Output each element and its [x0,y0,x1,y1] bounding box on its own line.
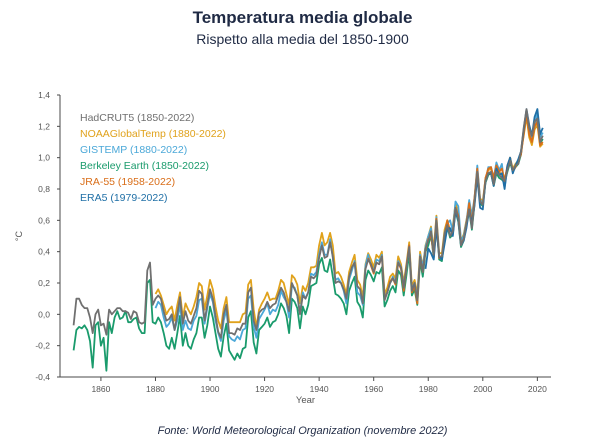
legend-label-gistemp: GISTEMP (1880-2022) [80,144,187,156]
y-tick-label: 1,4 [38,90,50,100]
legend-label-era5: ERA5 (1979-2022) [80,192,168,204]
x-tick-label: 1960 [364,384,383,394]
x-tick-label: 2000 [473,384,492,394]
legend-label-berkeley: Berkeley Earth (1850-2022) [80,160,209,172]
y-tick-label: 0,8 [38,184,50,194]
source-note: Fonte: World Meteorological Organization… [157,425,448,437]
y-axis-label: °C [14,230,24,241]
y-tick-label: 1,0 [38,153,50,163]
x-tick-label: 1920 [255,384,274,394]
y-tick-label: -0,4 [35,372,50,382]
y-tick-label: 0,6 [38,215,50,225]
x-tick-label: 1980 [419,384,438,394]
y-tick-label: 1,2 [38,121,50,131]
series-line-hadcrut5 [72,108,544,339]
chart-subtitle: Rispetto alla media del 1850-1900 [196,31,409,47]
x-tick-label: 1860 [91,384,110,394]
y-tick-label: -0,2 [35,341,50,351]
x-tick-label: 2020 [528,384,547,394]
y-tick-label: 0,4 [38,247,50,257]
x-tick-label: 1900 [201,384,220,394]
legend-label-noaaglobaltemp: NOAAGlobalTemp (1880-2022) [80,128,226,140]
legend-label-hadcrut5: HadCRUT5 (1850-2022) [80,112,194,124]
chart-title: Temperatura media globale [192,8,413,27]
y-tick-label: 0,2 [38,278,50,288]
x-tick-label: 1880 [146,384,165,394]
y-tick-label: 0,0 [38,309,50,319]
x-tick-label: 1940 [310,384,329,394]
x-axis-label: Year [296,395,315,406]
legend-label-jra55: JRA-55 (1958-2022) [80,176,175,188]
